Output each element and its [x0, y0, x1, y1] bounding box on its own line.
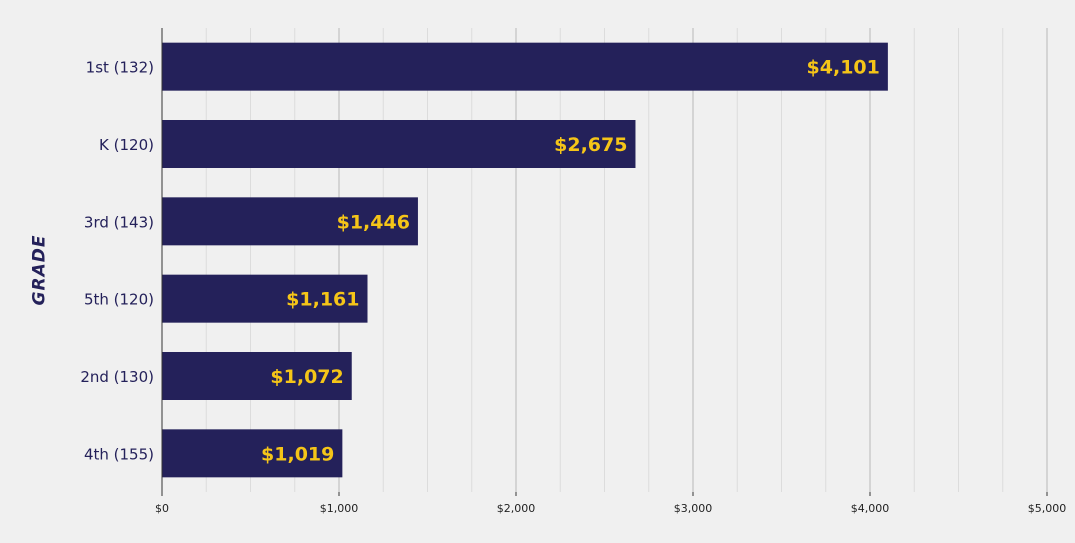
x-tick-label: $0 [155, 502, 169, 515]
bar-value-label: $1,446 [337, 211, 410, 233]
bar [162, 42, 888, 91]
bar [162, 274, 368, 323]
y-axis-title: GRADE [4, 235, 74, 306]
bar-value-label: $4,101 [807, 57, 880, 79]
category-label: K (120) [99, 136, 154, 154]
category-label: 5th (120) [84, 291, 154, 309]
bar-value-label: $1,161 [286, 289, 359, 311]
bar [162, 352, 352, 400]
category-label: 1st (132) [86, 59, 154, 77]
bar-value-label: $1,019 [261, 443, 334, 465]
bar [162, 197, 418, 246]
y-axis-title-text: GRADE [29, 234, 49, 306]
bar [162, 120, 636, 168]
bar-value-label: $1,072 [270, 366, 343, 388]
x-tick-label: $4,000 [851, 502, 890, 515]
x-tick-label: $3,000 [674, 502, 713, 515]
bar-value-label: $2,675 [554, 134, 627, 156]
x-tick-label: $1,000 [320, 502, 359, 515]
category-label: 3rd (143) [84, 213, 154, 231]
category-label: 2nd (130) [80, 368, 154, 386]
bar [162, 429, 343, 478]
x-tick-label: $5,000 [1028, 502, 1067, 515]
category-label: 4th (155) [84, 445, 154, 463]
x-tick-label: $2,000 [497, 502, 536, 515]
